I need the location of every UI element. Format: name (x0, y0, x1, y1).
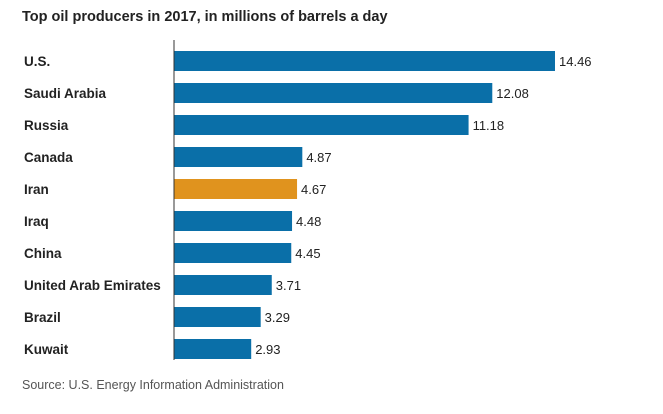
value-label-russia: 11.18 (473, 118, 505, 133)
category-label-kuwait: Kuwait (24, 342, 69, 357)
value-label-saudi-arabia: 12.08 (496, 86, 529, 101)
value-label-china: 4.45 (295, 246, 320, 261)
bar-china (174, 243, 292, 263)
category-labels: U.S. Saudi Arabia Russia Canada Iran Iraq Chin… (24, 54, 161, 357)
value-label-iraq: 4.48 (296, 214, 321, 229)
bar-russia (174, 115, 469, 135)
category-label-canada: Canada (24, 150, 73, 165)
category-label-iraq: Iraq (24, 214, 49, 229)
category-label-u-s: U.S. (24, 54, 50, 69)
bar-canada (174, 147, 303, 167)
value-label-brazil: 3.29 (265, 310, 290, 325)
source-note: Source: U.S. Energy Information Administ… (22, 378, 284, 392)
category-label-iran: Iran (24, 182, 49, 197)
bar-saudi-arabia (174, 83, 493, 103)
bar-brazil (174, 307, 261, 327)
value-label-iran: 4.67 (301, 182, 326, 197)
category-label-united-arab-emirates: United Arab Emirates (24, 278, 161, 293)
category-label-brazil: Brazil (24, 310, 61, 325)
value-label-kuwait: 2.93 (255, 342, 280, 357)
bar-united-arab-emirates (174, 275, 272, 295)
value-label-canada: 4.87 (306, 150, 331, 165)
bar-u-s (174, 51, 555, 71)
bar-iraq (174, 211, 293, 231)
category-label-russia: Russia (24, 118, 69, 133)
value-label-u-s: 14.46 (559, 54, 592, 69)
bar-kuwait (174, 339, 252, 359)
category-label-saudi-arabia: Saudi Arabia (24, 86, 107, 101)
bars (174, 51, 555, 359)
chart-title: Top oil producers in 2017, in millions o… (22, 9, 388, 25)
value-labels: 14.46 12.08 11.18 4.87 4.67 4.48 4.45 3.71 3.29 2… (255, 54, 591, 357)
category-label-china: China (24, 246, 62, 261)
bar-iran (174, 179, 298, 199)
value-label-united-arab-emirates: 3.71 (276, 278, 301, 293)
